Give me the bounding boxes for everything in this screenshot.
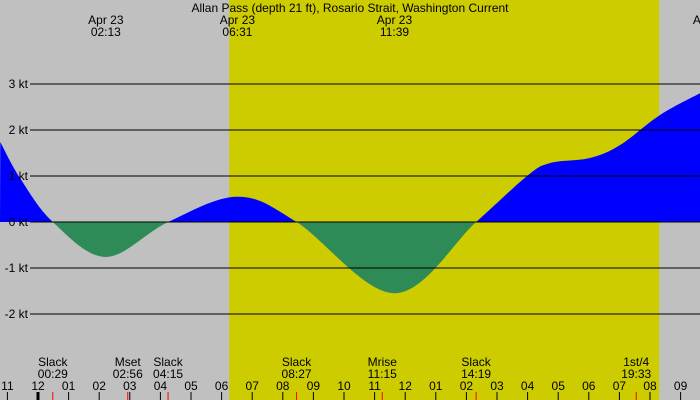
top-label-date: Apr 23 — [88, 13, 124, 27]
event-time: 19:33 — [621, 367, 651, 381]
top-label-time: 06:31 — [222, 25, 252, 39]
y-tick-label: 3 kt — [9, 77, 29, 91]
y-tick-label: 1 kt — [9, 169, 29, 183]
top-label-date: Apr 23 — [377, 13, 413, 27]
y-tick-label: -2 kt — [5, 307, 29, 321]
x-tick-label: 09 — [674, 379, 688, 393]
y-tick-label: -1 kt — [5, 261, 29, 275]
event-label: Slack — [282, 355, 312, 369]
x-tick-label: 05 — [184, 379, 198, 393]
event-time: 11:15 — [368, 367, 397, 381]
x-tick-label: 08 — [276, 379, 290, 393]
grid: 3 kt 2 kt 1 kt 0 kt -1 kt -2 kt — [5, 77, 700, 321]
x-tick-label: 04 — [521, 379, 535, 393]
x-tick-label: 01 — [429, 379, 443, 393]
x-tick-label: 07 — [246, 379, 260, 393]
x-tick-label: 08 — [643, 379, 657, 393]
x-tick-label: 02 — [460, 379, 474, 393]
x-tick-label: 11 — [1, 379, 14, 393]
x-tick-label: 01 — [62, 379, 76, 393]
flood-area — [0, 93, 700, 222]
x-tick-label: 03 — [490, 379, 504, 393]
x-tick-label: 06 — [582, 379, 596, 393]
ebb-area — [0, 222, 700, 294]
event-label: Slack — [153, 355, 183, 369]
top-label-time: 11:39 — [380, 25, 409, 39]
top-label-date: Apr 23 — [220, 13, 256, 27]
event-label: Mset — [115, 355, 142, 369]
x-tick-label: 03 — [123, 379, 137, 393]
x-tick-label: 12 — [31, 379, 45, 393]
event-label: 1st/4 — [623, 355, 649, 369]
x-tick-label: 10 — [337, 379, 351, 393]
y-tick-label: 0 kt — [9, 215, 29, 229]
event-time: 04:15 — [153, 367, 183, 381]
event-time: 14:19 — [461, 367, 491, 381]
event-labels: Slack00:29Mset02:56Slack04:15Slack08:27M… — [38, 355, 652, 400]
event-label: Slack — [461, 355, 491, 369]
event-time: 00:29 — [38, 367, 68, 381]
x-tick-label: 09 — [307, 379, 321, 393]
y-tick-label: 2 kt — [9, 123, 29, 137]
x-tick-label: 05 — [552, 379, 566, 393]
event-time: 08:27 — [282, 367, 312, 381]
top-label-time: 02:13 — [91, 25, 121, 39]
x-tick-label: 07 — [613, 379, 627, 393]
x-tick-label: 02 — [93, 379, 107, 393]
x-tick-label: 12 — [399, 379, 413, 393]
x-tick-label: 04 — [154, 379, 168, 393]
x-axis: 11 12 01 02 03 04 05 06 07 08 09 10 11 12 01 02 03 04 05 06… — [1, 379, 688, 400]
event-label: Mrise — [368, 355, 398, 369]
top-label-date: Apr 23 — [693, 13, 700, 27]
x-tick-label: 11 — [368, 379, 381, 393]
chart-title: Allan Pass (depth 21 ft), Rosario Strait… — [191, 1, 509, 15]
event-time: 02:56 — [113, 367, 143, 381]
event-label: Slack — [38, 355, 68, 369]
x-tick-label: 06 — [215, 379, 229, 393]
